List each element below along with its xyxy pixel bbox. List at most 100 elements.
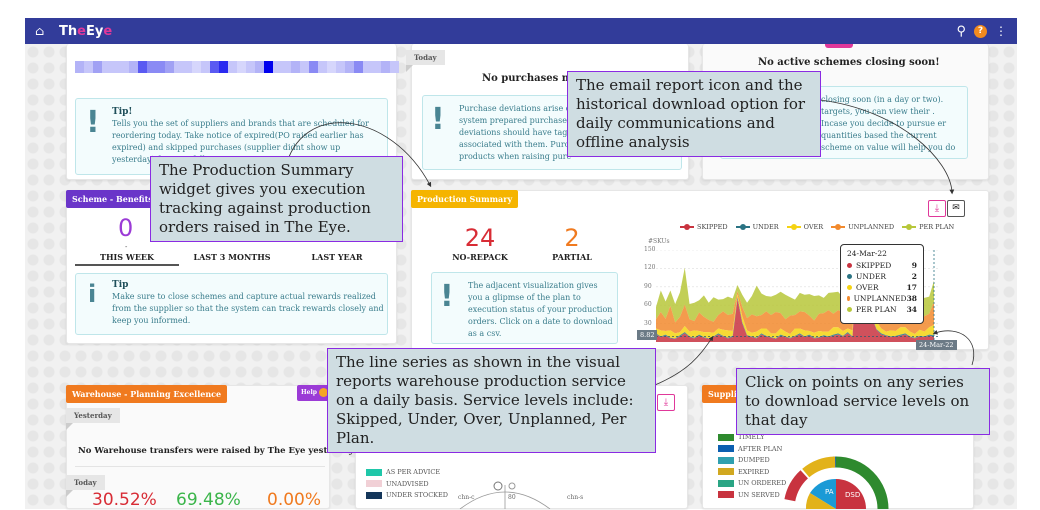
legend-item[interactable]: UNPLANNED [831,223,894,231]
heatmap-cell[interactable] [336,61,345,73]
legend-item[interactable]: PER PLAN [902,223,954,231]
tooltip-series-value: 38 [906,294,917,303]
tooltip-series-name: OVER [856,283,879,292]
supplier-donut-chart[interactable] [780,453,890,509]
heatmap-cell[interactable] [282,61,291,73]
heatmap-cell[interactable] [372,61,381,73]
y-tick-label: 90 [644,282,652,290]
exclamation-icon: ! [440,279,454,314]
email-report-button[interactable]: ✉ [947,200,965,217]
heatmap-cell[interactable] [354,61,363,73]
schemes-heading: No active schemes closing soon! [758,57,940,68]
heatmap-cell[interactable] [273,61,282,73]
tip-title: Tip [112,280,129,290]
search-icon[interactable]: ⚲ [956,23,966,39]
heatmap-cell[interactable] [120,61,129,73]
callout-email-report: The email report icon and the historical… [567,71,821,157]
y-tick-label: 30 [644,319,652,327]
tab-last-3-months[interactable]: LAST 3 MONTHS [193,252,271,262]
heatmap-cell[interactable] [237,61,246,73]
heatmap-cell[interactable] [147,61,156,73]
heatmap-cell[interactable] [174,61,183,73]
heatmap-cell[interactable] [291,61,300,73]
radar-label: chn-c [458,494,475,501]
warehouse-pct-3: 0.00% [267,490,322,510]
legend-label: UNPLANNED [848,223,895,231]
tab-last-year[interactable]: LAST YEAR [311,252,363,262]
home-icon[interactable]: ⌂ [35,24,45,38]
legend-item: UNDER STOCKED [366,490,448,502]
legend-swatch [902,224,917,230]
warehouse-pct-1: 30.52% [92,490,157,510]
kebab-menu-icon[interactable]: ⋮ [995,24,1007,38]
tooltip-row: OVER 17 [847,282,917,293]
no-repack-label: NO-REPACK [452,252,508,262]
download-button[interactable]: ⤓ [657,394,675,411]
series-area-over [656,251,934,339]
heatmap-cell[interactable] [93,61,102,73]
heatmap-cell[interactable] [363,61,372,73]
legend-item: DUMPED [718,455,786,467]
legend-item: AFTER PLAN [718,444,786,456]
y-tick-label: 60 [644,301,652,309]
logo-text: Th [59,23,78,39]
tooltip-series-value: 9 [911,261,917,270]
series-dot-icon [847,296,850,301]
purchase-heatmap[interactable] [75,61,399,73]
heatmap-cell[interactable] [264,61,273,73]
legend-swatch [831,224,846,230]
heatmap-cell[interactable] [84,61,93,73]
heatmap-cell[interactable] [183,61,192,73]
heatmap-cell[interactable] [111,61,120,73]
heatmap-cell[interactable] [309,61,318,73]
x-crosshair-label: 24-Mar-22 [916,340,957,350]
legend-label: SKIPPED [697,223,728,231]
legend-item[interactable]: UNDER [735,223,779,231]
app-logo[interactable]: TheEye [59,24,112,39]
heatmap-cell[interactable] [255,61,264,73]
heatmap-cell[interactable] [228,61,237,73]
heatmap-cell[interactable] [192,61,201,73]
warehouse-help-button[interactable]: Help [297,385,333,401]
divider [75,466,325,467]
yesterday-pill: Yesterday [66,408,120,423]
heatmap-cell[interactable] [138,61,147,73]
series-area-per-plan [656,250,934,323]
legend-item[interactable]: OVER [786,223,823,231]
radar-chart[interactable] [450,480,560,509]
tooltip-series-name: PER PLAN [856,305,897,314]
series-dot-icon [847,307,852,312]
partial-value: 2 [564,224,580,252]
legend-item[interactable]: SKIPPED [680,223,728,231]
heatmap-cell[interactable] [390,61,399,73]
scheme-benefits-tip: i Tip Make sure to close schemes and cap… [75,273,388,335]
legend-item: UNADVISED [366,479,448,491]
tab-this-week[interactable]: THIS WEEK [75,252,179,266]
tooltip-series-name: UNPLANNED [853,294,907,303]
download-button[interactable]: ⤓ [928,200,946,217]
help-icon[interactable]: ? [974,24,987,38]
heatmap-cell[interactable] [165,61,174,73]
tip-text: closing soon (in a day or two). targets,… [821,95,956,152]
heatmap-cell[interactable] [75,61,84,73]
production-summary-badge: Production Summary [411,190,519,208]
heatmap-cell[interactable] [381,61,390,73]
heatmap-cell[interactable] [318,61,327,73]
advice-legend: AS PER ADVICE UNADVISED UNDER STOCKED [366,467,448,502]
heatmap-cell[interactable] [246,61,255,73]
heatmap-cell[interactable] [327,61,336,73]
heatmap-cell[interactable] [219,61,228,73]
heatmap-cell[interactable] [345,61,354,73]
heatmap-cell[interactable] [102,61,111,73]
heatmap-cell[interactable] [129,61,138,73]
heatmap-cell[interactable] [210,61,219,73]
heatmap-cell[interactable] [156,61,165,73]
supplier-legend: TIMELY AFTER PLAN DUMPED EXPIRED UN ORDE… [718,432,786,501]
legend-item: UN ORDERED [718,478,786,490]
tooltip-series-value: 17 [906,283,917,292]
heatmap-cell[interactable] [201,61,210,73]
help-label: Help [301,389,317,396]
heatmap-cell[interactable] [300,61,309,73]
legend-item: AS PER ADVICE [366,467,448,479]
today-pill: Today [406,50,445,65]
